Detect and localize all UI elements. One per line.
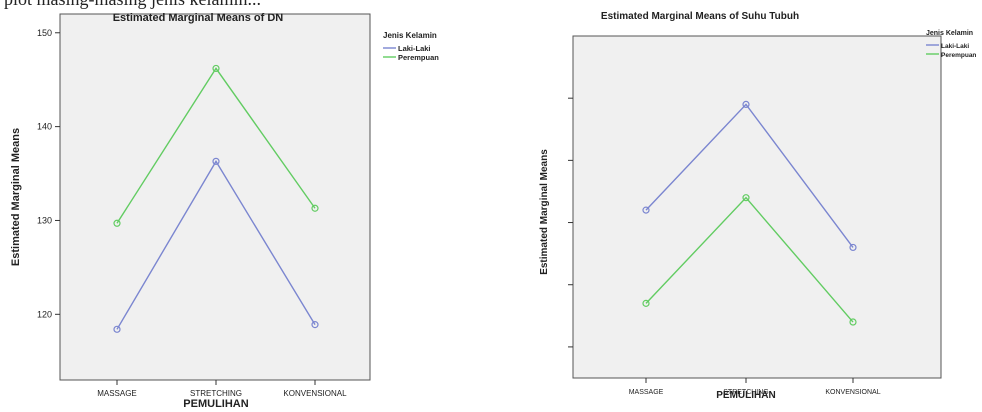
x-tick-label-0: MASSAGE: [97, 389, 137, 398]
legend-label-perempuan: Perempuan: [398, 53, 439, 62]
data-point-laki-laki-2: [849, 243, 857, 252]
top-text-strip: plot masing-masing jenis kelamin...: [0, 0, 982, 14]
data-point-laki-laki-0: [113, 325, 121, 333]
x-tick-label-0: MASSAGE: [629, 389, 664, 396]
series-line-perempuan: [116, 67, 316, 224]
data-point-perempuan-1: [742, 194, 750, 202]
data-point-laki-laki-1: [212, 157, 220, 165]
chart-suhu-tubuh: Estimated Marginal Means of Suhu Tubuh MA…: [539, 11, 976, 401]
data-point-perempuan-2: [311, 204, 319, 212]
legend-label-laki-laki: Laki-Laki: [398, 44, 431, 53]
data-point-perempuan-2: [849, 318, 857, 326]
data-point-laki-laki-2: [311, 321, 319, 329]
y-tick-label-2: 140: [37, 122, 52, 132]
plot-area: [572, 35, 942, 379]
series-line-laki-laki: [116, 159, 316, 330]
y-tick-label-0: 120: [37, 309, 52, 319]
top-text-left: plot masing-masing jenis kelamin...: [4, 0, 261, 10]
data-point-perempuan-0: [642, 299, 650, 307]
series-line-laki-laki: [645, 103, 854, 248]
data-point-perempuan-1: [212, 64, 220, 73]
y-axis-label: Estimated Marginal Means: [539, 149, 550, 275]
x-axis-label: PEMULIHAN: [183, 398, 248, 410]
y-axis-label: Estimated Marginal Means: [10, 128, 22, 266]
y-tick-label-1: 130: [37, 215, 52, 225]
x-tick-label-1: STRETCHING: [723, 389, 769, 396]
y-tick-label-3: 150: [37, 28, 52, 38]
series-line-perempuan: [645, 196, 854, 323]
legend-title: Jenis Kelamin: [926, 30, 973, 37]
x-tick-label-2: KONVENSIONAL: [825, 389, 880, 396]
data-point-laki-laki-1: [742, 100, 750, 109]
data-point-laki-laki-0: [642, 206, 650, 214]
plot-area: [59, 13, 371, 381]
chart-title: Estimated Marginal Means of Suhu Tubuh: [601, 11, 799, 22]
x-axis-label: PEMULIHAN: [716, 390, 775, 401]
legend-label-perempuan: Perempuan: [941, 52, 976, 59]
x-tick-label-1: STRETCHING: [190, 389, 242, 398]
chart-title: Estimated Marginal Means of DN: [113, 12, 284, 24]
x-tick-label-2: KONVENSIONAL: [283, 389, 347, 398]
legend-title: Jenis Kelamin: [383, 31, 437, 40]
legend-label-laki-laki: Laki-Laki: [941, 43, 969, 50]
chart-dn: Estimated Marginal Means of DN 120 130 140 1…: [10, 12, 439, 410]
data-point-perempuan-0: [113, 219, 121, 227]
